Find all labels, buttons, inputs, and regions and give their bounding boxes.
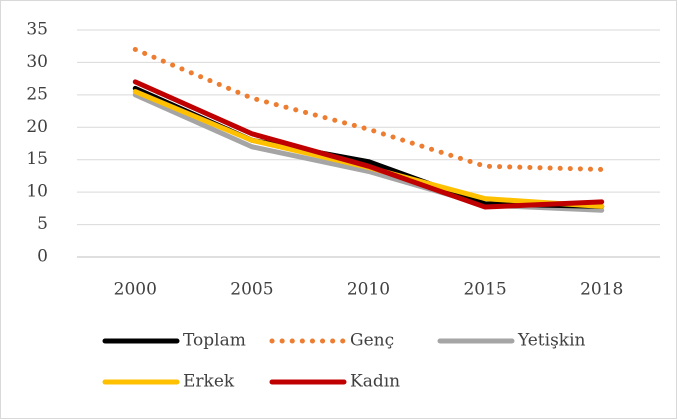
legend-label: Toplam [183, 331, 246, 351]
y-tick-label: 20 [26, 117, 48, 137]
y-tick-label: 15 [26, 149, 48, 169]
y-tick-label: 5 [37, 214, 48, 234]
legend-label: Genç [350, 331, 394, 351]
x-tick-label: 2018 [580, 280, 623, 300]
x-tick-label: 2015 [463, 280, 506, 300]
y-tick-label: 0 [37, 247, 48, 267]
series-line [132, 79, 605, 210]
legend-label: Yetişkin [517, 331, 586, 351]
legend-label: Kadın [350, 372, 400, 392]
y-tick-label: 30 [26, 52, 48, 72]
y-tick-label: 25 [26, 84, 48, 104]
x-tick-label: 2000 [114, 280, 157, 300]
y-tick-label: 10 [26, 182, 48, 202]
legend-label: Erkek [183, 372, 235, 392]
x-tick-label: 2010 [347, 280, 390, 300]
y-tick-label: 35 [26, 20, 48, 40]
x-tick-label: 2005 [230, 280, 273, 300]
